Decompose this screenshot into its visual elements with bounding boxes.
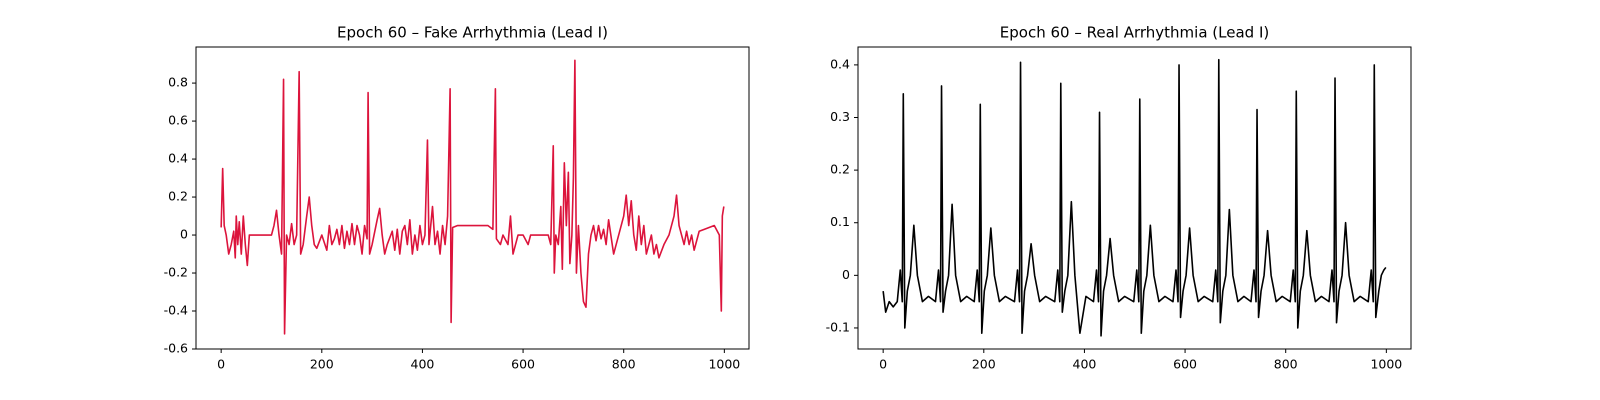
y-tick-label: -0.4 [164, 303, 188, 318]
y-tick-label: 0.6 [168, 113, 188, 128]
x-tick-label: 200 [972, 357, 996, 372]
x-tick-label: 400 [411, 357, 435, 372]
x-tick-label: 0 [217, 357, 225, 372]
x-tick-label: 600 [511, 357, 535, 372]
signal-line [220, 59, 725, 335]
y-tick-label: 0.8 [168, 75, 188, 90]
x-tick-label: 0 [879, 357, 887, 372]
y-tick-label: 0.2 [168, 189, 188, 204]
y-tick-label: 0.3 [830, 109, 850, 124]
x-tick-label: 200 [310, 357, 334, 372]
y-tick-label: -0.1 [826, 319, 850, 334]
chart-title: Epoch 60 – Real Arrhythmia (Lead I) [1000, 24, 1269, 42]
plot-frame [195, 46, 750, 350]
chart-title: Epoch 60 – Fake Arrhythmia (Lead I) [337, 24, 608, 42]
x-tick-label: 1000 [708, 357, 740, 372]
x-tick-label: 400 [1073, 357, 1097, 372]
y-tick-label: 0.2 [830, 162, 850, 177]
x-tick-label: 1000 [1370, 357, 1402, 372]
signal-line [882, 58, 1387, 337]
y-tick-label: -0.6 [164, 341, 188, 356]
y-tick-label: 0.4 [168, 151, 188, 166]
y-tick-label: -0.2 [164, 265, 188, 280]
y-tick-label: 0.4 [830, 56, 850, 71]
y-tick-label: 0 [180, 227, 188, 242]
plot-frame [857, 46, 1412, 350]
y-tick-label: 0 [842, 267, 850, 282]
y-tick-label: 0.1 [830, 214, 850, 229]
x-tick-label: 800 [612, 357, 636, 372]
x-tick-label: 800 [1274, 357, 1298, 372]
x-tick-label: 600 [1173, 357, 1197, 372]
